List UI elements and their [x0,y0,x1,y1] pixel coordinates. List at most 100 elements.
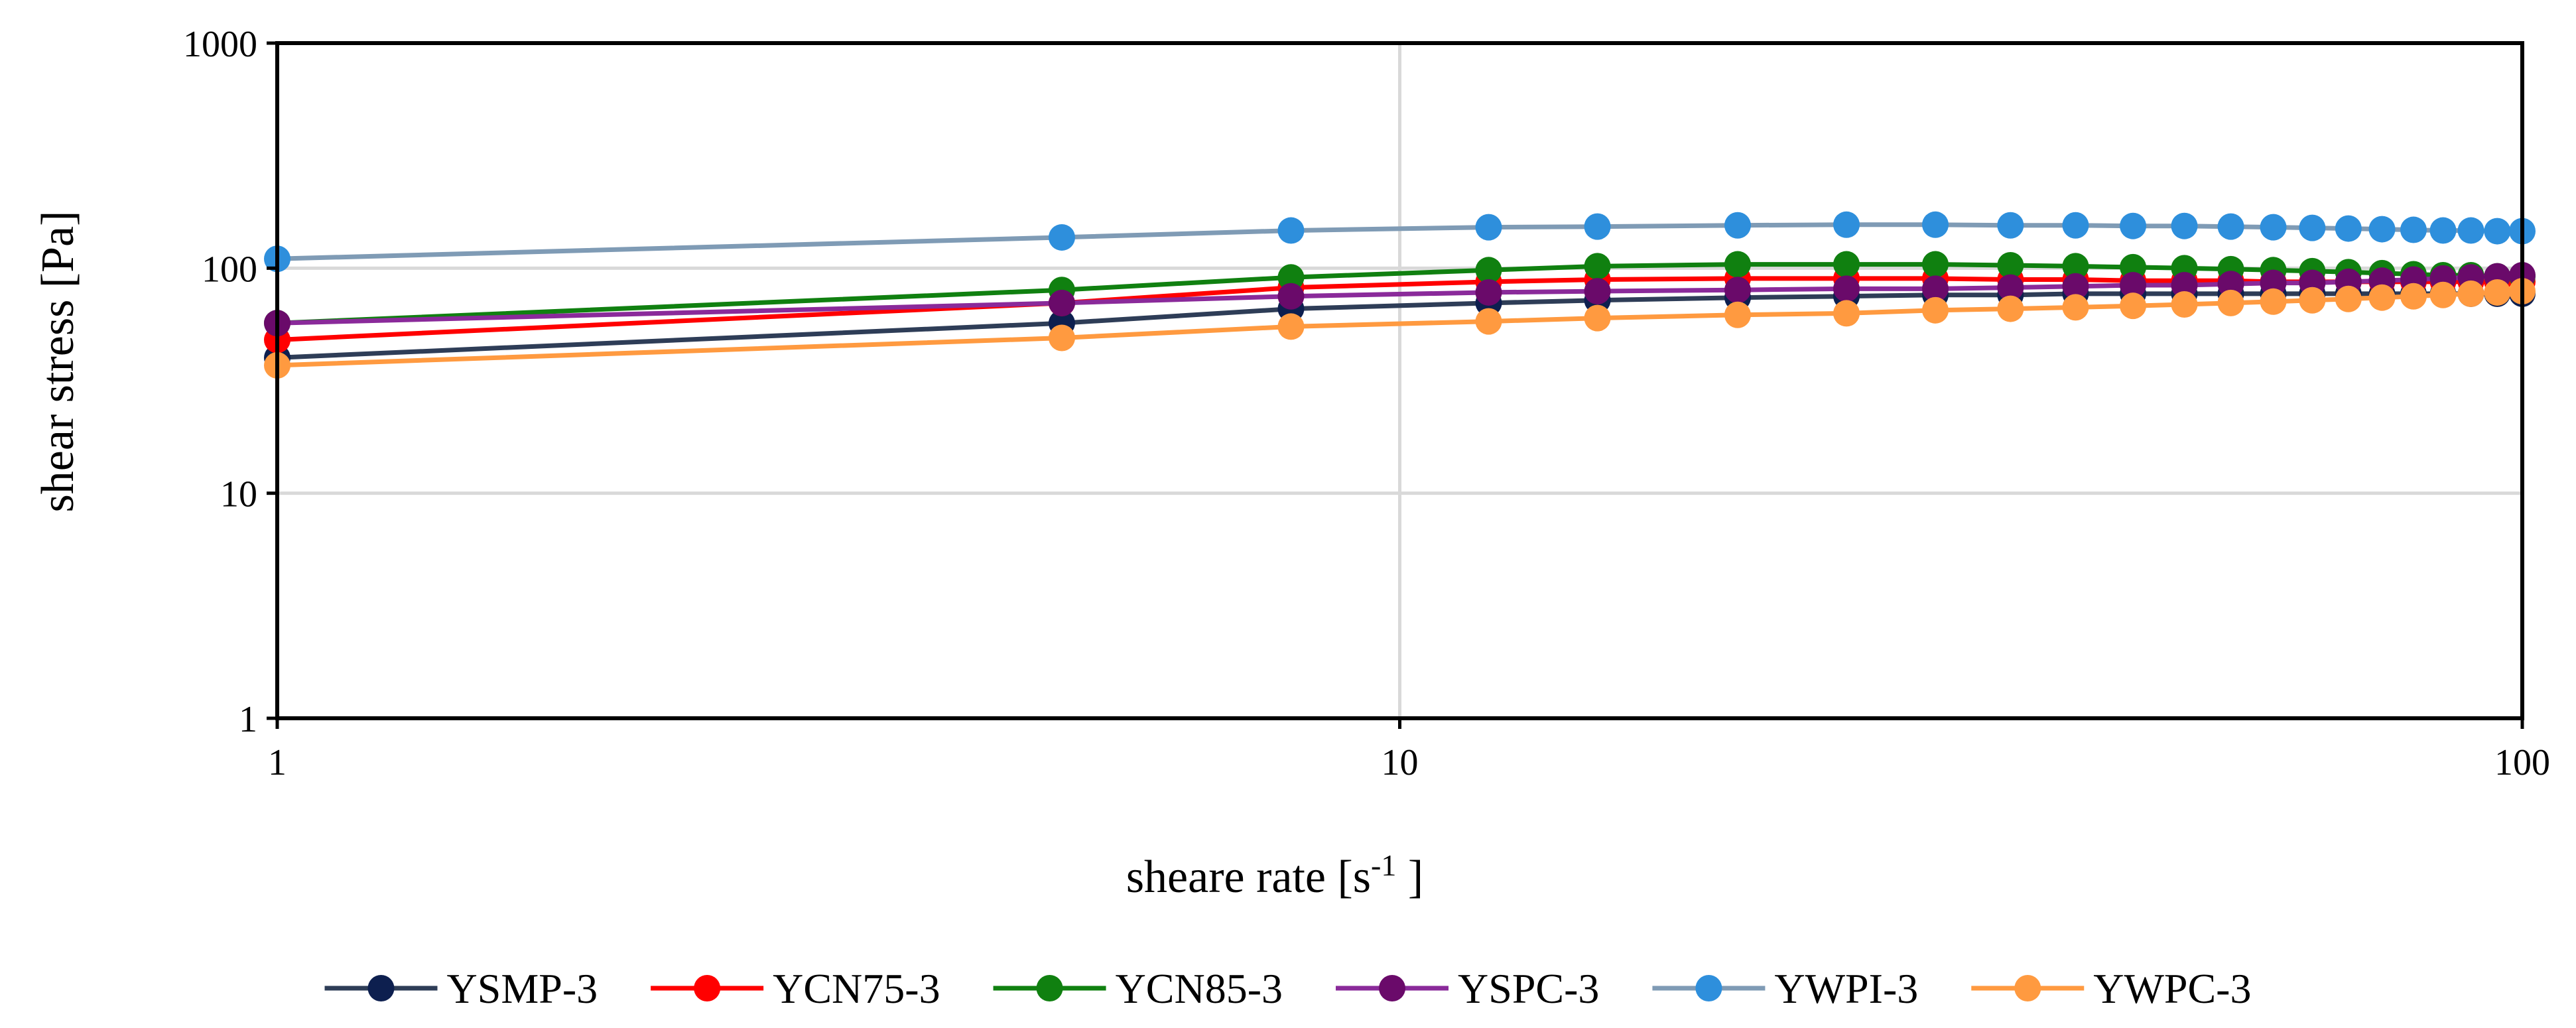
data-point [1922,275,1949,302]
data-point [1049,224,1076,251]
legend-marker [1036,975,1063,1001]
data-point [2217,213,2244,240]
legend-item-YWPC-3: YWPC-3 [1971,965,2251,1012]
legend-marker [1695,975,1722,1001]
data-point [1997,295,2024,322]
data-point [1277,264,1305,291]
data-point [2062,294,2089,321]
data-point [2171,291,2198,318]
data-point [2260,288,2287,315]
data-point [1724,212,1751,239]
data-point [2120,292,2147,320]
legend-item-YSPC-3: YSPC-3 [1336,965,1599,1012]
series-line [277,273,2523,326]
x-tick-label: 1 [268,742,287,783]
data-point [2484,279,2511,306]
series-YWPI-3 [264,211,2536,273]
legend-item-YCN75-3: YCN75-3 [651,965,940,1012]
data-point [1833,251,1860,278]
data-point [2335,285,2362,312]
x-axis-ticks: 1 10 100 [268,718,2550,783]
data-point [1475,214,1502,241]
legend-marker [2014,975,2041,1001]
series-YSPC-3 [264,262,2536,337]
data-point [2217,289,2244,316]
data-point [2260,214,2287,241]
data-point [2120,272,2147,299]
data-point [2062,253,2089,280]
data-point [2120,212,2147,239]
data-point [1922,296,1949,324]
series-line [277,276,2522,342]
data-point [2429,217,2457,244]
legend-label: YSPC-3 [1458,965,1599,1012]
data-point [2400,216,2427,243]
legend: YSMP-3 YCN75-3 YCN85-3 YSPC-3 YWPI-3 YWPC-3 [324,965,2251,1012]
series-YWPC-3 [264,278,2536,379]
data-point [1724,251,1751,278]
data-point [2299,287,2326,314]
data-point [1277,283,1305,310]
series-line [277,222,2522,261]
series-layer [264,211,2536,379]
data-point [2457,280,2484,307]
y-tick-label: 10 [220,474,257,515]
data-point [2484,218,2511,245]
data-point [2368,216,2396,243]
data-point [1833,211,1860,238]
data-point [1049,324,1076,352]
data-point [1997,251,2024,279]
legend-label: YCN85-3 [1116,965,1283,1012]
x-axis-title-sup: -1 [1371,848,1396,882]
data-point [1277,217,1305,244]
data-point [1584,253,1611,280]
legend-item-YSMP-3: YSMP-3 [324,965,598,1012]
legend-marker [367,975,395,1001]
data-point [1833,275,1860,302]
x-axis-title-end: ] [1396,852,1423,903]
legend-marker [1379,975,1406,1001]
data-point [1833,300,1860,327]
x-tick-label: 10 [1382,742,1419,783]
data-point [2171,272,2198,299]
legend-label: YWPI-3 [1774,965,1918,1012]
data-point [2400,283,2427,310]
y-tick-label: 1 [239,699,257,740]
series-line [277,289,2523,368]
legend-label: YWPC-3 [2093,965,2251,1012]
data-point [2429,281,2457,308]
data-point [2062,273,2089,300]
legend-item-YWPI-3: YWPI-3 [1652,965,1918,1012]
data-point [2260,269,2287,296]
data-point [1997,274,2024,301]
data-point [2368,284,2396,311]
data-point [1922,211,1949,238]
data-point [1922,251,1949,278]
legend-item-YCN85-3: YCN85-3 [993,965,1283,1012]
legend-label: YCN75-3 [773,965,940,1012]
data-point [2171,212,2198,239]
y-tick-label: 1000 [183,24,257,65]
data-point [1277,313,1305,340]
data-point [1584,213,1611,240]
y-tick-label: 100 [202,249,257,290]
series-line [277,262,2522,326]
data-point [1724,301,1751,328]
legend-label: YSMP-3 [447,965,598,1012]
data-point [2299,214,2326,241]
data-point [1475,257,1502,284]
data-point [2062,212,2089,239]
x-axis-title-main: sheare rate [s [1126,852,1371,903]
data-point [1997,212,2024,239]
data-point [1475,279,1502,306]
data-point [1584,304,1611,332]
x-tick-label: 100 [2494,742,2550,783]
data-point [1475,308,1502,335]
data-point [2217,271,2244,298]
data-point [2335,215,2362,242]
data-point [1584,278,1611,305]
legend-marker [694,975,721,1001]
data-point [2457,217,2484,244]
